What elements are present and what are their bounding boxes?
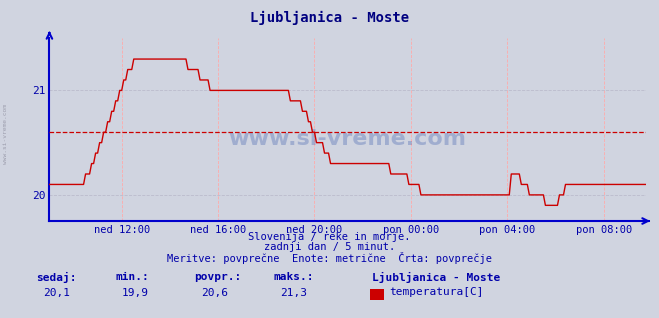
Text: Ljubljanica - Moste: Ljubljanica - Moste (372, 272, 501, 283)
Text: www.si-vreme.com: www.si-vreme.com (229, 129, 467, 149)
Text: Ljubljanica - Moste: Ljubljanica - Moste (250, 11, 409, 25)
Text: maks.:: maks.: (273, 272, 314, 282)
Text: 20,6: 20,6 (201, 288, 228, 298)
Text: min.:: min.: (115, 272, 149, 282)
Text: povpr.:: povpr.: (194, 272, 242, 282)
Text: sedaj:: sedaj: (36, 272, 76, 283)
Text: zadnji dan / 5 minut.: zadnji dan / 5 minut. (264, 242, 395, 252)
Text: www.si-vreme.com: www.si-vreme.com (3, 104, 8, 163)
Text: temperatura[C]: temperatura[C] (389, 287, 483, 297)
Text: 21,3: 21,3 (280, 288, 307, 298)
Text: 19,9: 19,9 (122, 288, 149, 298)
Text: Slovenija / reke in morje.: Slovenija / reke in morje. (248, 232, 411, 241)
Text: 20,1: 20,1 (43, 288, 70, 298)
Text: Meritve: povprečne  Enote: metrične  Črta: povprečje: Meritve: povprečne Enote: metrične Črta:… (167, 252, 492, 264)
